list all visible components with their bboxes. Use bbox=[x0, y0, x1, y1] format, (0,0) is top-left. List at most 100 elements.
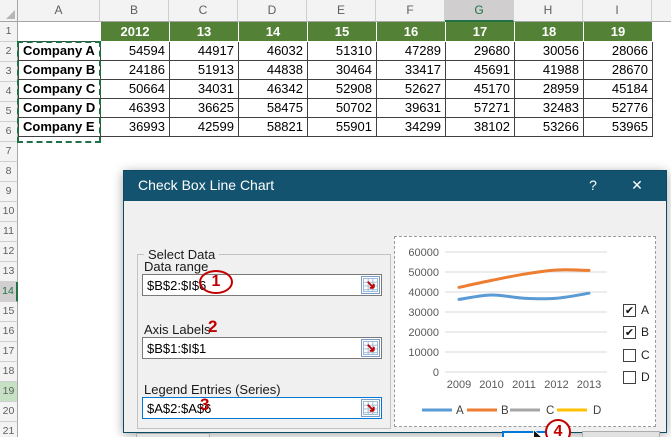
cell-value[interactable]: 34031 bbox=[169, 78, 239, 99]
cell-value[interactable]: 52627 bbox=[376, 78, 446, 99]
cell-value[interactable]: 34299 bbox=[376, 116, 446, 137]
select-all-corner[interactable] bbox=[0, 0, 18, 22]
cell-value[interactable]: 45184 bbox=[583, 78, 653, 99]
row-header-2[interactable]: 2 bbox=[0, 42, 18, 62]
cell-value[interactable]: 28670 bbox=[583, 59, 653, 80]
cell-value[interactable]: 42599 bbox=[169, 116, 239, 137]
column-header-I[interactable]: I bbox=[583, 0, 652, 22]
cell-value[interactable]: 28959 bbox=[514, 78, 584, 99]
column-header-G[interactable]: G bbox=[445, 0, 514, 22]
cell-value[interactable]: 46342 bbox=[238, 78, 308, 99]
column-header-B[interactable]: B bbox=[100, 0, 169, 22]
cell-value[interactable]: 36993 bbox=[100, 116, 170, 137]
row-header-6[interactable]: 6 bbox=[0, 122, 18, 142]
cell-value[interactable]: 54594 bbox=[100, 40, 170, 61]
cell-A1[interactable] bbox=[19, 22, 101, 41]
cell-year-header[interactable]: 2012 bbox=[100, 22, 170, 42]
cell-value[interactable]: 50702 bbox=[307, 97, 377, 118]
row-header-16[interactable]: 16 bbox=[0, 322, 18, 342]
cell-year-header[interactable]: 13 bbox=[169, 22, 239, 42]
cell-value[interactable]: 46032 bbox=[238, 40, 308, 61]
range-picker-button[interactable] bbox=[361, 276, 380, 294]
dialog-titlebar[interactable]: Check Box Line Chart ? ✕ bbox=[124, 171, 666, 201]
help-icon[interactable]: ? bbox=[589, 177, 597, 193]
cell-value[interactable]: 47289 bbox=[376, 40, 446, 61]
row-header-7[interactable]: 7 bbox=[0, 142, 18, 162]
cell-year-header[interactable]: 17 bbox=[445, 22, 515, 42]
column-header-C[interactable]: C bbox=[169, 0, 238, 22]
row-header-4[interactable]: 4 bbox=[0, 82, 18, 102]
cell-value[interactable]: 45170 bbox=[445, 78, 515, 99]
cell-value[interactable]: 51310 bbox=[307, 40, 377, 61]
row-header-15[interactable]: 15 bbox=[0, 302, 18, 322]
cell-value[interactable]: 58821 bbox=[238, 116, 308, 137]
cell-value[interactable]: 32483 bbox=[514, 97, 584, 118]
cell-value[interactable]: 28066 bbox=[583, 40, 653, 61]
cell-company-label[interactable]: Company E bbox=[18, 116, 101, 137]
cell-company-label[interactable]: Company D bbox=[18, 97, 101, 118]
cell-value[interactable]: 44838 bbox=[238, 59, 308, 80]
cell-value[interactable]: 33417 bbox=[376, 59, 446, 80]
cell-company-label[interactable]: Company A bbox=[18, 40, 101, 61]
cell-year-header[interactable]: 15 bbox=[307, 22, 377, 42]
cell-value[interactable]: 24186 bbox=[100, 59, 170, 80]
row-header-21[interactable]: 21 bbox=[0, 422, 18, 437]
column-header-H[interactable]: H bbox=[514, 0, 583, 22]
row-header-1[interactable]: 1 bbox=[0, 22, 18, 42]
row-header-20[interactable]: 20 bbox=[0, 402, 18, 422]
range-picker-button[interactable] bbox=[361, 399, 380, 417]
cell-value[interactable]: 52776 bbox=[583, 97, 653, 118]
cancel-button[interactable]: Cancel bbox=[582, 431, 660, 437]
row-header-5[interactable]: 5 bbox=[0, 102, 18, 122]
row-header-17[interactable]: 17 bbox=[0, 342, 18, 362]
cell-company-label[interactable]: Company B bbox=[18, 59, 101, 80]
checkbox-A-checked[interactable]: ✔ bbox=[623, 303, 636, 317]
cell-value[interactable]: 51913 bbox=[169, 59, 239, 80]
cell-value[interactable]: 58475 bbox=[238, 97, 308, 118]
row-header-14[interactable]: 14 bbox=[0, 282, 18, 302]
row-header-9[interactable]: 9 bbox=[0, 182, 18, 202]
example-button[interactable]: Example bbox=[136, 433, 210, 437]
checkbox-D-unchecked[interactable] bbox=[623, 370, 636, 384]
cell-year-header[interactable]: 19 bbox=[583, 22, 653, 42]
cell-value[interactable]: 53266 bbox=[514, 116, 584, 137]
cell-company-label[interactable]: Company C bbox=[18, 78, 101, 99]
column-header-J[interactable]: J bbox=[652, 0, 671, 22]
range-picker-button[interactable] bbox=[361, 339, 380, 357]
row-header-18[interactable]: 18 bbox=[0, 362, 18, 382]
cell-value[interactable]: 30464 bbox=[307, 59, 377, 80]
cell-value[interactable]: 30056 bbox=[514, 40, 584, 61]
data-range-input[interactable] bbox=[147, 276, 352, 294]
row-header-12[interactable]: 12 bbox=[0, 242, 18, 262]
cell-value[interactable]: 29680 bbox=[445, 40, 515, 61]
cell-value[interactable]: 39631 bbox=[376, 97, 446, 118]
cell-year-header[interactable]: 18 bbox=[514, 22, 584, 42]
cell-value[interactable]: 50664 bbox=[100, 78, 170, 99]
column-header-F[interactable]: F bbox=[376, 0, 445, 22]
cell-year-header[interactable]: 16 bbox=[376, 22, 446, 42]
row-header-10[interactable]: 10 bbox=[0, 202, 18, 222]
row-header-13[interactable]: 13 bbox=[0, 262, 18, 282]
cell-value[interactable]: 55901 bbox=[307, 116, 377, 137]
legend-entries-input[interactable] bbox=[147, 399, 352, 417]
cell-value[interactable]: 41988 bbox=[514, 59, 584, 80]
axis-labels-input[interactable] bbox=[147, 339, 352, 357]
row-header-8[interactable]: 8 bbox=[0, 162, 18, 182]
row-header-19[interactable]: 19 bbox=[0, 382, 18, 402]
cell-value[interactable]: 46393 bbox=[100, 97, 170, 118]
column-header-A[interactable]: A bbox=[18, 0, 100, 22]
row-header-11[interactable]: 11 bbox=[0, 222, 18, 242]
row-header-3[interactable]: 3 bbox=[0, 62, 18, 82]
cell-value[interactable]: 53965 bbox=[583, 116, 653, 137]
cell-value[interactable]: 36625 bbox=[169, 97, 239, 118]
worksheet-grid[interactable]: 2012 13 14 15 16 17 18 19 Company A 54594 44917 460… bbox=[18, 22, 653, 137]
checkbox-B-checked[interactable]: ✔ bbox=[623, 325, 636, 339]
cell-value[interactable]: 45691 bbox=[445, 59, 515, 80]
cell-value[interactable]: 57271 bbox=[445, 97, 515, 118]
cell-value[interactable]: 52908 bbox=[307, 78, 377, 99]
checkbox-C-unchecked[interactable] bbox=[623, 348, 636, 362]
cell-value[interactable]: 38102 bbox=[445, 116, 515, 137]
column-header-E[interactable]: E bbox=[307, 0, 376, 22]
column-header-D[interactable]: D bbox=[238, 0, 307, 22]
cell-year-header[interactable]: 14 bbox=[238, 22, 308, 42]
